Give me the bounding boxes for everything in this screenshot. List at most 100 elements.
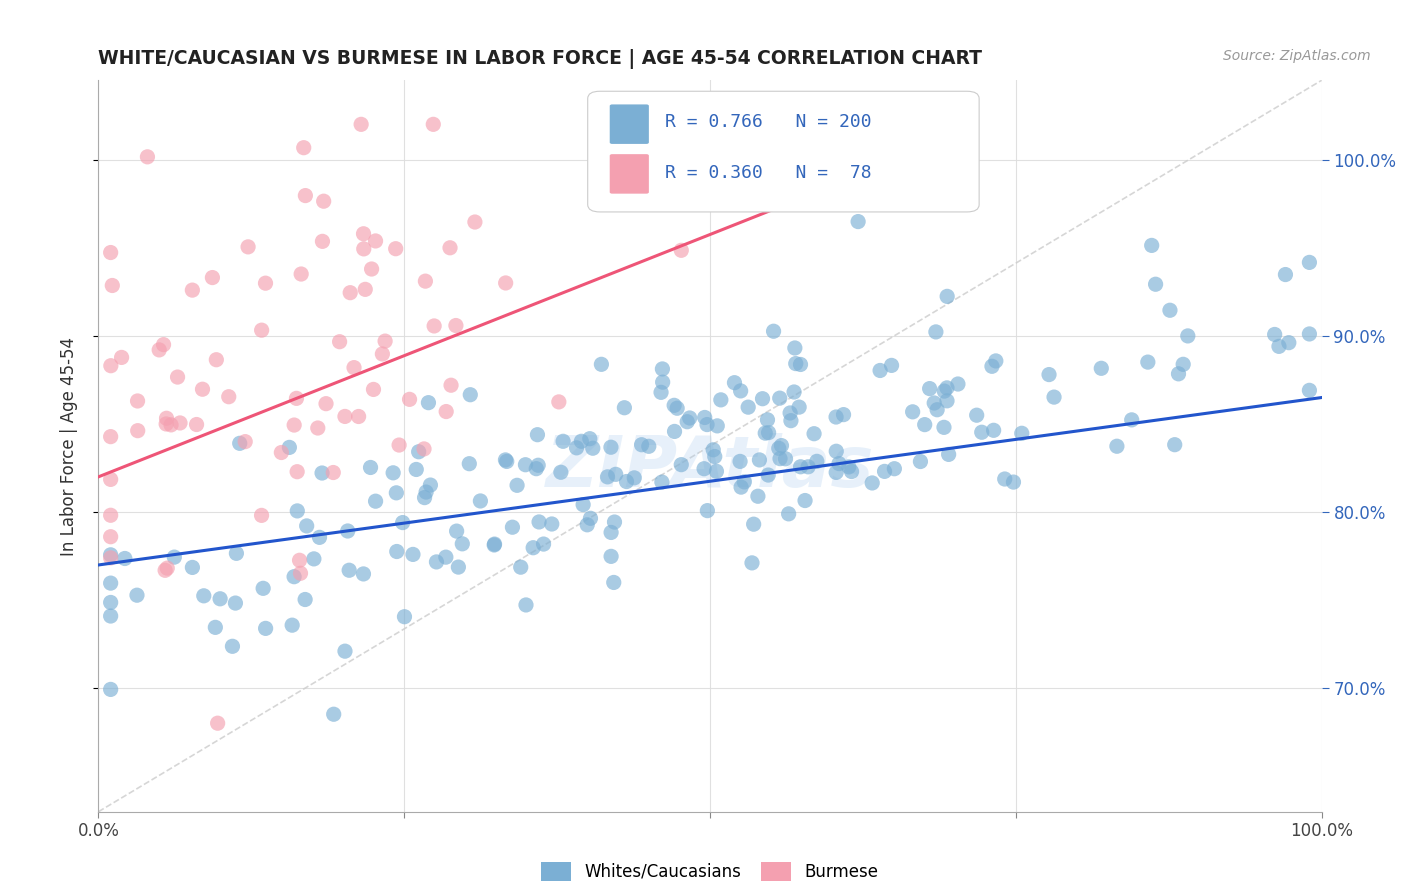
Point <box>671 458 693 472</box>
Point <box>572 498 595 512</box>
Point <box>578 432 600 446</box>
Point <box>336 524 359 538</box>
Point <box>193 589 215 603</box>
Point <box>1268 339 1291 353</box>
Point <box>270 445 292 459</box>
Point <box>470 494 492 508</box>
Point <box>671 244 693 258</box>
Point <box>201 270 224 285</box>
Point <box>388 438 411 452</box>
Point <box>127 394 149 409</box>
Point <box>873 464 896 478</box>
Point <box>710 392 733 407</box>
Point <box>169 416 191 430</box>
Point <box>666 401 689 416</box>
Point <box>936 381 959 395</box>
Point <box>637 439 659 453</box>
Point <box>339 285 361 300</box>
Point <box>547 395 569 409</box>
Point <box>385 486 408 500</box>
Point <box>125 588 148 602</box>
Point <box>100 548 122 562</box>
Point <box>101 278 124 293</box>
Point <box>394 609 416 624</box>
Point <box>440 378 463 392</box>
Point <box>402 548 425 562</box>
Point <box>551 434 574 449</box>
Point <box>425 555 447 569</box>
Point <box>527 515 550 529</box>
Point <box>1144 277 1167 292</box>
Point <box>664 425 686 439</box>
Point <box>696 417 718 432</box>
Point <box>290 267 312 281</box>
Point <box>1278 335 1301 350</box>
Point <box>527 458 550 473</box>
Point <box>382 466 405 480</box>
Point <box>288 553 311 567</box>
Point <box>353 242 375 256</box>
Point <box>155 417 177 431</box>
Point <box>880 359 903 373</box>
Point <box>550 465 572 479</box>
Point <box>229 436 252 450</box>
Point <box>1298 326 1320 341</box>
Point <box>869 363 891 377</box>
Point <box>186 417 208 432</box>
Point <box>794 493 817 508</box>
Point <box>925 325 948 339</box>
Point <box>754 426 776 441</box>
Point <box>439 241 461 255</box>
Point <box>360 460 382 475</box>
Point <box>285 392 308 406</box>
Point <box>458 388 481 402</box>
Point <box>589 160 612 174</box>
Point <box>994 472 1017 486</box>
Point <box>155 411 177 425</box>
Point <box>783 384 806 399</box>
Point <box>702 442 724 457</box>
Point <box>970 425 993 440</box>
Point <box>1121 413 1143 427</box>
Legend: Whites/Caucasians, Burmese: Whites/Caucasians, Burmese <box>534 855 886 888</box>
Point <box>569 434 592 449</box>
Point <box>1274 268 1296 282</box>
Point <box>447 560 470 574</box>
Point <box>221 640 243 654</box>
Text: Source: ZipAtlas.com: Source: ZipAtlas.com <box>1223 49 1371 63</box>
Point <box>413 491 436 505</box>
Point <box>758 425 780 440</box>
Point <box>1090 361 1112 376</box>
Point <box>446 524 468 538</box>
Point <box>838 459 860 474</box>
Point <box>1002 475 1025 489</box>
Point <box>651 375 673 389</box>
Point <box>233 434 256 449</box>
Point <box>464 215 486 229</box>
Point <box>236 240 259 254</box>
FancyBboxPatch shape <box>588 91 979 212</box>
Point <box>254 276 277 290</box>
Point <box>1136 355 1159 369</box>
Point <box>1164 438 1187 452</box>
Point <box>693 410 716 425</box>
Point <box>434 550 457 565</box>
Point <box>100 530 122 544</box>
Point <box>828 457 851 471</box>
Point <box>422 117 444 131</box>
Point <box>591 357 613 371</box>
Point <box>723 376 745 390</box>
Point <box>347 409 370 424</box>
Point <box>770 439 793 453</box>
Point <box>385 544 408 558</box>
Point <box>225 546 247 560</box>
Point <box>984 354 1007 368</box>
Point <box>901 405 924 419</box>
Point <box>405 462 427 476</box>
Point <box>363 383 385 397</box>
Point <box>281 618 304 632</box>
Point <box>364 494 387 508</box>
Point <box>458 457 481 471</box>
Point <box>163 550 186 565</box>
Point <box>110 351 132 365</box>
